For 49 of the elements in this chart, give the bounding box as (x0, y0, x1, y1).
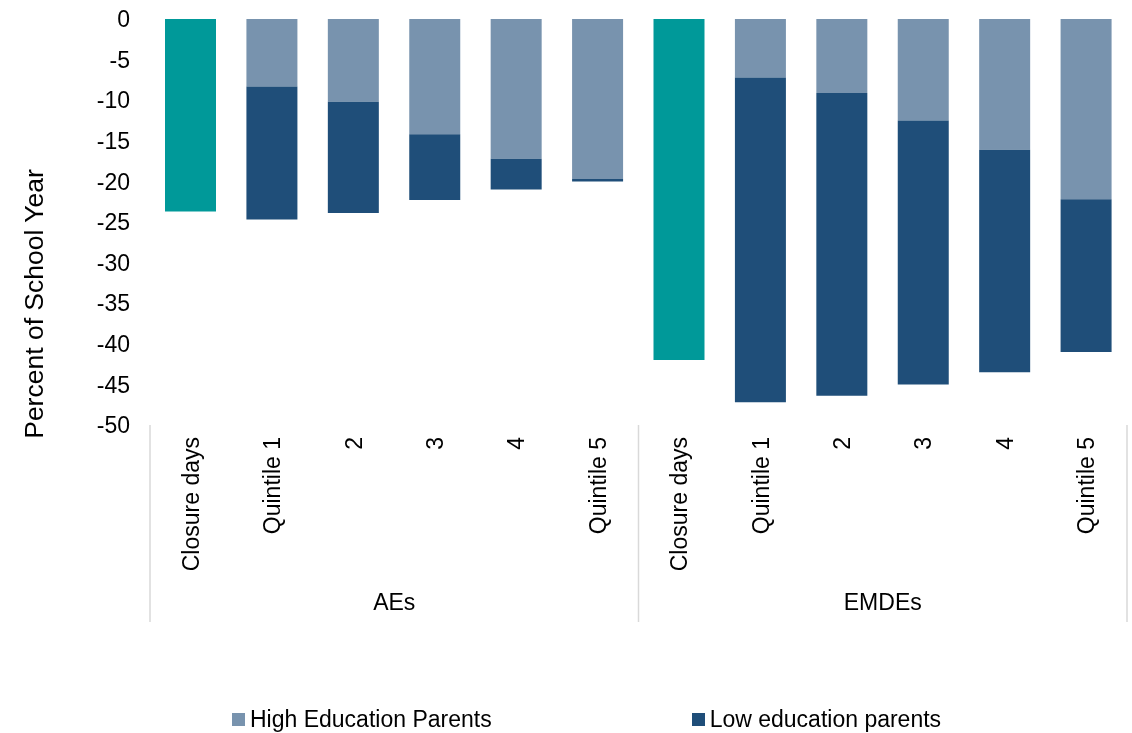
legend-label: High Education Parents (250, 706, 492, 733)
bar (165, 19, 216, 212)
x-tick-label: Quintile 5 (584, 437, 611, 535)
x-tick-label: 4 (503, 436, 530, 450)
bar (816, 19, 868, 93)
bar (572, 19, 624, 179)
y-tick-label: -30 (96, 249, 130, 276)
legend-label: Low education parents (709, 706, 942, 733)
x-tick-label: Closure days (177, 437, 204, 572)
x-tick-label: 2 (829, 437, 856, 450)
bar (816, 92, 868, 396)
text: AEs (373, 589, 416, 615)
bar (1060, 199, 1112, 352)
x-tick-label: 3 (910, 437, 937, 450)
bar (897, 19, 949, 121)
bar (246, 19, 298, 87)
text: EMDEs (843, 589, 922, 615)
y-tick-label: -10 (96, 87, 130, 114)
x-tick-label: Quintile 5 (1073, 437, 1100, 535)
bar (734, 77, 786, 403)
x-tick-label: Quintile 1 (747, 437, 774, 535)
y-tick-label: -25 (96, 209, 130, 236)
x-tick-label: 3 (421, 437, 448, 450)
bar (327, 19, 379, 102)
bar (327, 101, 379, 214)
y-tick-label: -45 (96, 371, 130, 398)
x-tick-label: Quintile 1 (259, 437, 286, 535)
x-tick-label: 4 (991, 436, 1018, 450)
y-tick-label: -5 (109, 46, 130, 73)
bar (409, 134, 461, 201)
y-tick-label: -20 (96, 168, 130, 195)
bar (897, 120, 949, 385)
bar (1060, 19, 1112, 200)
bar (409, 19, 461, 135)
y-tick-label: 0 (117, 6, 130, 33)
bar (490, 19, 542, 159)
bar (734, 19, 786, 78)
x-tick-label: Closure days (666, 437, 693, 572)
bar (979, 19, 1031, 150)
y-axis-title: Percent of School Year (19, 169, 49, 439)
bar (979, 149, 1031, 373)
x-tick-label: 2 (340, 437, 367, 450)
bar (246, 86, 298, 220)
y-tick-label: -40 (96, 330, 130, 357)
y-tick-label: -15 (96, 127, 130, 154)
bar (490, 158, 542, 190)
bar (653, 19, 705, 361)
y-tick-label: -35 (96, 290, 130, 317)
y-tick-label: -50 (96, 412, 130, 439)
